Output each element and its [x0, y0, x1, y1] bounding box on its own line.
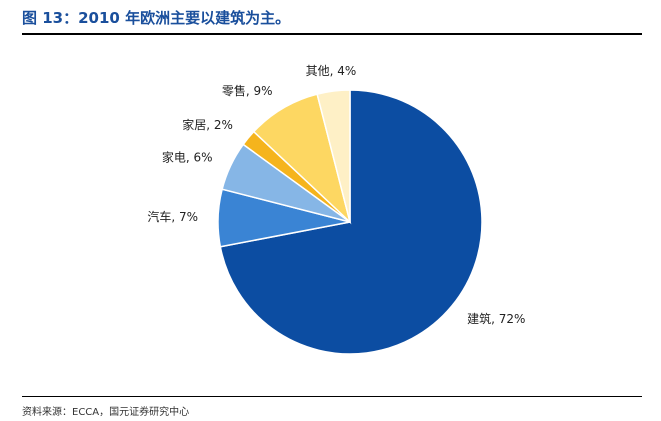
pie-label-4: 零售, 9%	[222, 83, 273, 98]
figure-title: 图 13：2010 年欧洲主要以建筑为主。	[22, 9, 291, 27]
pie-slice-5	[316, 89, 351, 223]
pie-labels: 建筑, 72% 汽车, 7% 家电, 6% 家居, 2% 零售, 9% 其他, 4%	[147, 64, 525, 326]
source-divider	[22, 396, 642, 397]
pie-label-0: 建筑, 72%	[467, 311, 525, 326]
pie-label-5: 其他, 4%	[306, 64, 357, 78]
pie-label-3: 家居, 2%	[182, 117, 233, 132]
pie-slices	[217, 89, 483, 355]
pie-label-2: 家电, 6%	[162, 149, 213, 164]
pie-label-1: 汽车, 7%	[147, 209, 198, 224]
title-divider	[22, 33, 642, 35]
pie-slice-0	[219, 89, 483, 355]
source-note: 资料来源：ECCA，国元证券研究中心	[22, 407, 190, 418]
